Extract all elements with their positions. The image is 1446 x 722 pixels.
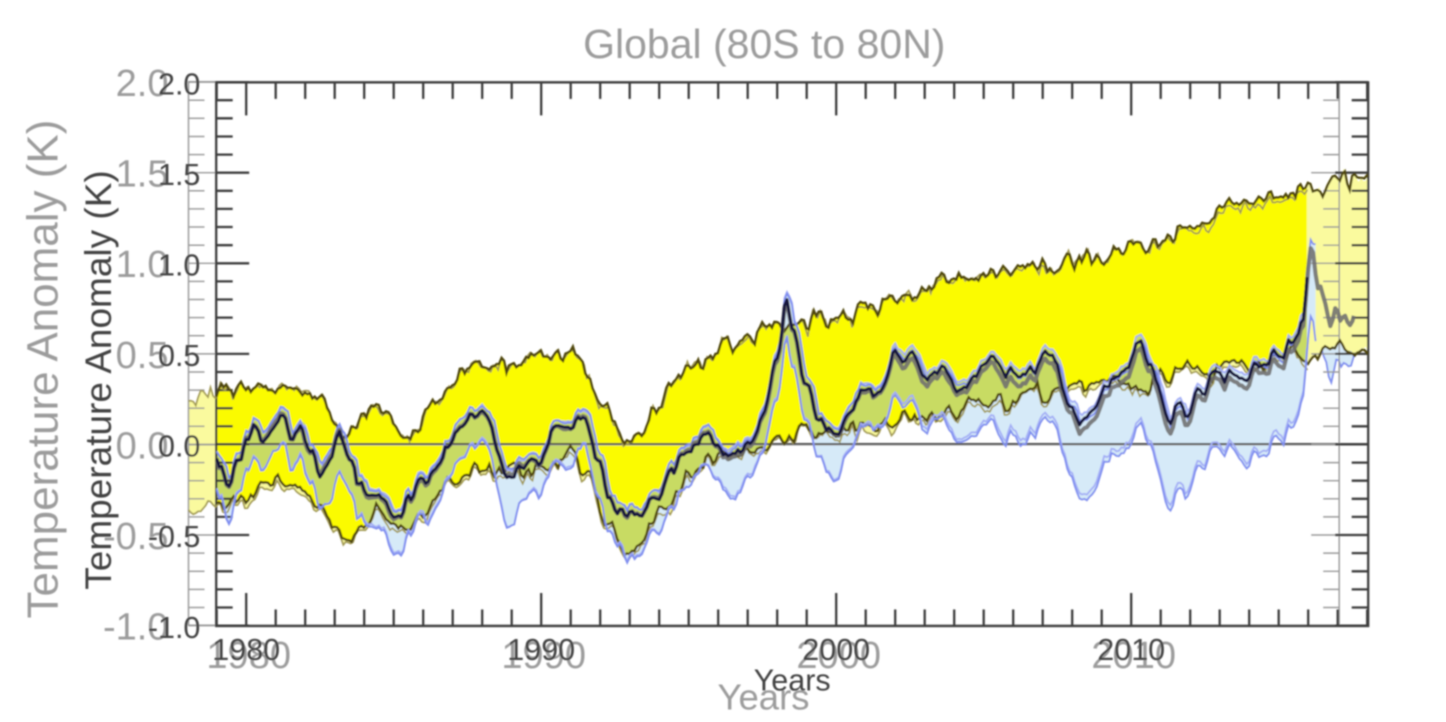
svg-text:1990: 1990 [501,635,586,677]
svg-text:0.0: 0.0 [158,430,200,464]
svg-text:1.0: 1.0 [158,248,200,282]
svg-text:1990: 1990 [507,633,575,667]
svg-text:Years: Years [718,677,810,718]
svg-text:Years: Years [754,664,831,698]
svg-text:1980: 1980 [212,633,280,667]
svg-text:0.0: 0.0 [116,425,169,467]
svg-text:2.0: 2.0 [158,67,200,101]
svg-text:0.5: 0.5 [116,335,169,377]
svg-text:0.5: 0.5 [158,339,200,373]
svg-text:Temperature Anomaly (K): Temperature Anomaly (K) [78,170,119,590]
svg-text:1.5: 1.5 [158,158,200,192]
svg-text:2000: 2000 [802,633,870,667]
svg-text:-0.5: -0.5 [148,520,201,554]
svg-text:2010: 2010 [1091,635,1176,677]
svg-text:1980: 1980 [206,635,291,677]
svg-text:2010: 2010 [1097,633,1165,667]
svg-text:1.0: 1.0 [116,244,169,286]
svg-text:Global (80S to 80N): Global (80S to 80N) [583,21,945,67]
svg-text:-1.0: -1.0 [103,607,168,649]
svg-text:Temperature Anomaly (K): Temperature Anomaly (K) [19,120,68,619]
svg-text:-0.5: -0.5 [103,516,168,558]
svg-text:1.5: 1.5 [116,154,169,196]
svg-text:2000: 2000 [796,635,881,677]
svg-text:2.0: 2.0 [116,63,169,105]
svg-text:-1.0: -1.0 [148,611,201,645]
